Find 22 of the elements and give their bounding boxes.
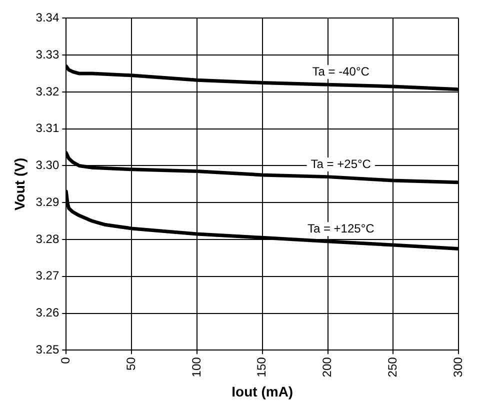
x-tick-label: 0: [58, 356, 72, 364]
y-tick-label: 3.27: [36, 268, 60, 283]
y-tick-label: 3.33: [36, 47, 60, 62]
y-axis-title: Vout (V): [11, 158, 28, 210]
y-tick-label: 3.34: [36, 10, 60, 25]
x-axis-title: Iout (mA): [232, 383, 294, 400]
x-tick-label: 300: [450, 356, 465, 378]
x-tick-label: 150: [254, 356, 269, 378]
series-label: Ta = -40°C: [312, 64, 370, 78]
y-tick-label: 3.32: [36, 84, 60, 98]
y-tick-label: 3.31: [36, 121, 60, 136]
y-tick-label: 3.28: [36, 232, 60, 246]
x-tick-label: 100: [189, 356, 204, 378]
series-label: Ta = +25°C: [310, 156, 372, 171]
x-tick-label: 50: [124, 356, 138, 371]
y-tick-label: 3.29: [36, 194, 60, 209]
x-tick-label: 200: [320, 356, 334, 378]
y-tick-label: 3.26: [36, 306, 60, 320]
series-label: Ta = +125°C: [307, 221, 375, 236]
y-tick-label: 3.30: [36, 158, 60, 172]
x-tick-label: 250: [386, 356, 400, 378]
y-tick-label: 3.25: [36, 342, 60, 356]
